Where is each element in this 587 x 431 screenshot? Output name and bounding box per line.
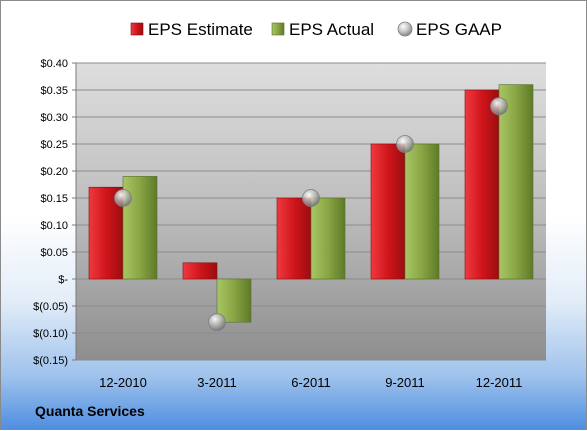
- legend: EPS Estimate EPS Actual EPS GAAP: [130, 20, 502, 39]
- eps-estimate-bar: [182, 262, 218, 280]
- y-tick-label: $(0.05): [33, 301, 68, 313]
- eps-gaap-marker: [114, 189, 132, 207]
- eps-estimate-legend-swatch: [130, 22, 144, 36]
- eps-gaap-marker: [302, 189, 320, 207]
- y-tick-label: $0.25: [40, 139, 68, 151]
- x-tick-label: 12-2010: [99, 375, 147, 390]
- y-tick-label: $0.20: [40, 166, 68, 178]
- eps-gaap-legend-label: EPS GAAP: [416, 20, 502, 39]
- eps-gaap-marker: [208, 313, 226, 332]
- x-tick-label: 12-2011: [476, 375, 523, 390]
- x-tick-label: 9-2011: [385, 375, 425, 390]
- gaap-markers: [114, 97, 508, 332]
- eps-estimate-bar: [464, 89, 500, 280]
- eps-estimate-bar: [276, 197, 312, 280]
- y-tick-label: $0.05: [40, 247, 68, 259]
- eps-actual-bar: [404, 143, 440, 280]
- y-tick-label: $0.15: [40, 193, 68, 205]
- eps-actual-bar: [498, 84, 534, 280]
- y-tick-label: $(0.15): [33, 355, 68, 367]
- x-tick-label: 6-2011: [291, 375, 331, 390]
- x-axis: 12-2010 3-2011 6-2011 9-2011 12-2011: [99, 375, 522, 390]
- y-tick-label: $0.35: [40, 85, 68, 97]
- eps-estimate-legend-label: EPS Estimate: [148, 20, 253, 39]
- y-tick-label: $0.40: [40, 58, 68, 70]
- x-tick-label: 3-2011: [197, 375, 237, 390]
- eps-gaap-marker: [396, 135, 414, 153]
- eps-gaap-legend-swatch: [397, 21, 413, 37]
- eps-actual-bar: [216, 278, 252, 323]
- y-tick-label: $0.30: [40, 112, 68, 124]
- eps-estimate-bar: [370, 143, 406, 280]
- y-tick-label: $0.10: [40, 220, 68, 232]
- y-tick-label: $-: [58, 274, 68, 286]
- y-tick-label: $(0.10): [33, 328, 68, 340]
- eps-gaap-marker: [490, 97, 508, 116]
- company-name: Quanta Services: [35, 403, 145, 419]
- y-axis: $0.40 $0.35 $0.30 $0.25 $0.20 $0.15 $0.10 $0.05…: [33, 58, 77, 367]
- eps-actual-legend-swatch: [271, 22, 285, 36]
- eps-actual-legend-label: EPS Actual: [289, 20, 374, 39]
- eps-actual-bar: [310, 197, 346, 280]
